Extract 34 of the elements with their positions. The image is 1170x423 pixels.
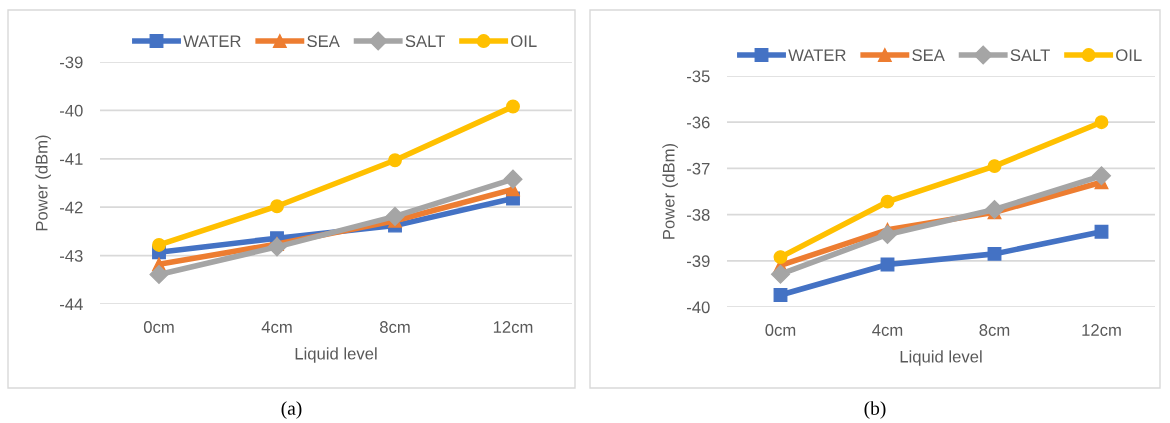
y-tick-label: -37	[686, 162, 710, 175]
legend-label: WATER	[183, 35, 241, 47]
legend-label: OIL	[1116, 49, 1142, 62]
y-tick-label: -41	[59, 153, 83, 165]
y-tick-label: -38	[686, 209, 710, 221]
y-tick-label: -35	[686, 70, 710, 83]
x-tick-label: 0cm	[143, 321, 174, 333]
legend-label: OIL	[511, 35, 537, 48]
text: (a)	[281, 401, 302, 419]
y-tick-label: -36	[686, 116, 710, 129]
legend-label: SALT	[405, 35, 445, 48]
x-tick-label: 12cm	[1082, 324, 1121, 336]
y-tick-label: -40	[686, 301, 710, 314]
y-axis-title: Power (dBm)	[35, 135, 51, 231]
y-axis-title: Power (dBm)	[662, 143, 678, 239]
x-tick-label: 0cm	[765, 324, 796, 336]
legend-label: SEA	[307, 35, 340, 48]
x-tick-label: 8cm	[979, 324, 1010, 336]
x-axis-title: Liquid level	[900, 350, 982, 366]
x-tick-label: 8cm	[379, 321, 410, 333]
y-tick-label: -43	[59, 250, 83, 262]
y-tick-label: -44	[59, 298, 83, 311]
text: (b)	[864, 401, 886, 419]
legend-label: SEA	[912, 49, 945, 62]
legend-label: SALT	[1010, 49, 1050, 62]
legend-label: WATER	[788, 49, 846, 61]
y-tick-label: -42	[59, 201, 83, 214]
x-tick-label: 12cm	[493, 321, 533, 333]
y-tick-label: -40	[59, 104, 83, 117]
y-tick-label: -39	[686, 255, 710, 267]
x-tick-label: 4cm	[261, 321, 292, 333]
x-axis-title: Liquid level	[295, 347, 377, 363]
y-tick-label: -39	[59, 56, 83, 69]
x-tick-label: 4cm	[872, 324, 903, 336]
